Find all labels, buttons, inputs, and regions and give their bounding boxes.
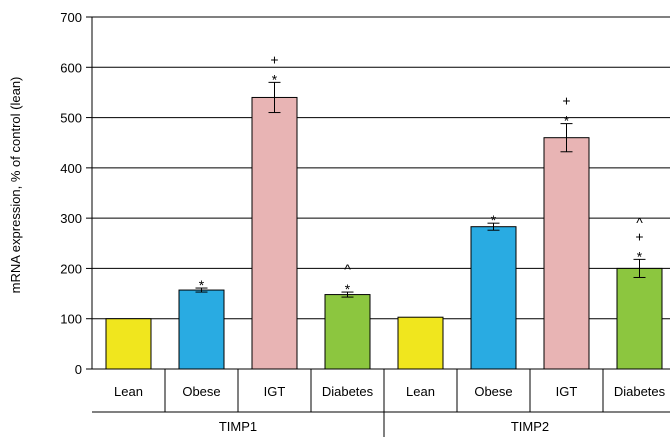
significance-mark: ^ bbox=[344, 261, 351, 277]
bar bbox=[105, 318, 152, 370]
significance-mark: * bbox=[272, 71, 278, 87]
significance-mark: ^ bbox=[636, 214, 643, 230]
category-label: IGT bbox=[556, 384, 578, 399]
significance-mark: * bbox=[637, 248, 643, 264]
y-tick-label: 400 bbox=[60, 161, 82, 176]
y-tick-label: 600 bbox=[60, 60, 82, 75]
bar bbox=[616, 267, 663, 370]
significance-mark: * bbox=[345, 281, 351, 297]
y-tick-label: 700 bbox=[60, 10, 82, 25]
y-axis-label: mRNA expression, % of control (lean) bbox=[8, 77, 23, 294]
category-label: Lean bbox=[406, 384, 435, 399]
significance-mark: + bbox=[562, 93, 570, 109]
group-label: TIMP2 bbox=[511, 419, 549, 434]
category-label: Lean bbox=[114, 384, 143, 399]
bar bbox=[543, 137, 590, 370]
group-label: TIMP1 bbox=[219, 419, 257, 434]
significance-mark: * bbox=[564, 113, 570, 129]
y-tick-label: 100 bbox=[60, 312, 82, 327]
category-label: IGT bbox=[264, 384, 286, 399]
y-tick-label: 0 bbox=[75, 362, 82, 377]
axes: 0 100 200 300 400 500 600 700 TIMP1 Lean Obese IGT D… bbox=[60, 10, 670, 437]
significance-mark: * bbox=[491, 212, 497, 228]
category-label: Obese bbox=[474, 384, 512, 399]
significance-mark: + bbox=[270, 51, 278, 67]
bar bbox=[324, 294, 371, 370]
category-label: Diabetes bbox=[614, 384, 666, 399]
bar bbox=[470, 226, 517, 370]
bar bbox=[178, 289, 225, 370]
bars: **+*^**+*+^ bbox=[105, 51, 663, 370]
category-label: Diabetes bbox=[322, 384, 374, 399]
bar bbox=[397, 316, 444, 370]
y-tick-label: 500 bbox=[60, 111, 82, 126]
significance-mark: * bbox=[199, 277, 205, 293]
y-tick-label: 200 bbox=[60, 261, 82, 276]
bar bbox=[251, 96, 298, 370]
category-label: Obese bbox=[182, 384, 220, 399]
significance-mark: + bbox=[635, 228, 643, 244]
y-tick-label: 300 bbox=[60, 211, 82, 226]
